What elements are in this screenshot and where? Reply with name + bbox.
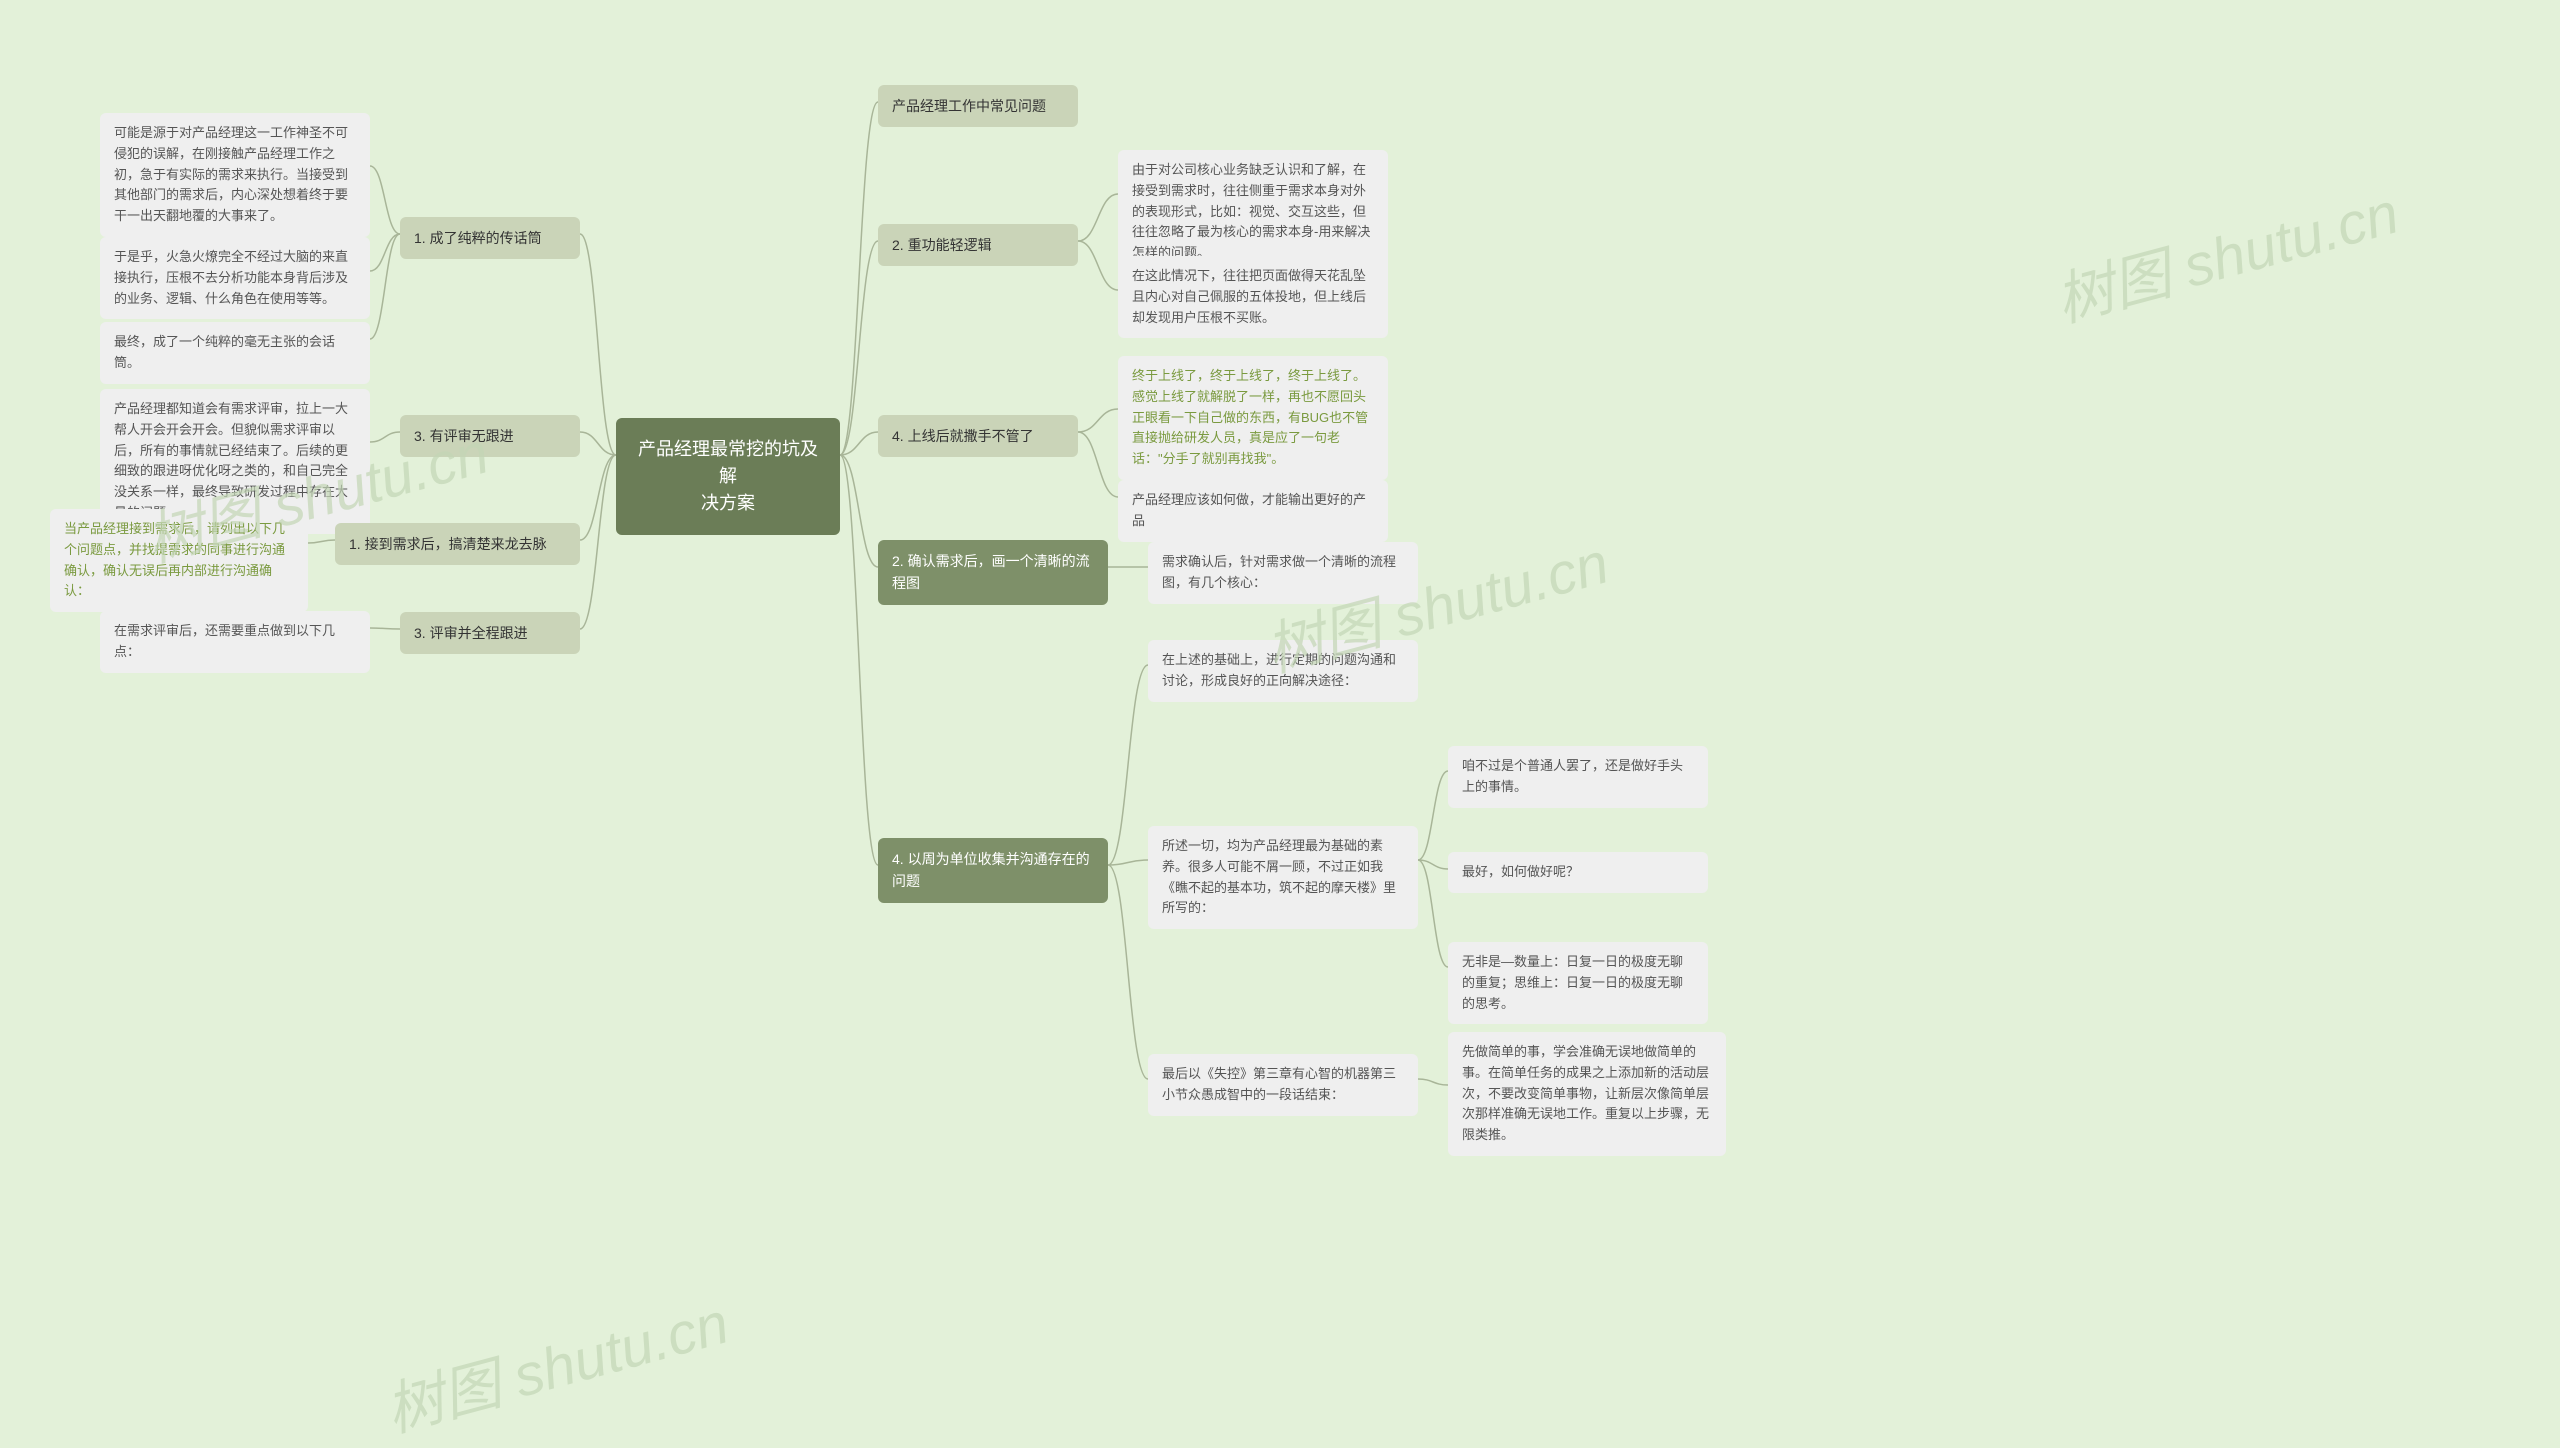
branch-lb1b[interactable]: 1. 接到需求后，搞清楚来龙去脉 [335, 523, 580, 565]
watermark: 树图 shutu.cn [375, 1276, 736, 1448]
leaf-rb4-0[interactable]: 终于上线了，终于上线了，终于上线了。感觉上线了就解脱了一样，再也不愿回头正眼看一… [1118, 356, 1388, 480]
leaf-rb4b-1-2[interactable]: 无非是—数量上：日复一日的极度无聊的重复；思维上：日复一日的极度无聊的思考。 [1448, 942, 1708, 1024]
leaf-lb1b-0[interactable]: 当产品经理接到需求后，请列出以下几个问题点，并找提需求的同事进行沟通确认，确认无… [50, 509, 308, 612]
leaf-rb4b-1[interactable]: 所述一切，均为产品经理最为基础的素养。很多人可能不屑一顾，不过正如我《瞧不起的基… [1148, 826, 1418, 929]
branch-rb2[interactable]: 2. 重功能轻逻辑 [878, 224, 1078, 266]
leaf-rb2-1[interactable]: 在这此情况下，往往把页面做得天花乱坠且内心对自己佩服的五体投地，但上线后却发现用… [1118, 256, 1388, 338]
leaf-rb2b-0[interactable]: 需求确认后，针对需求做一个清晰的流程图，有几个核心： [1148, 542, 1418, 604]
leaf-rb4b-1-0[interactable]: 咱不过是个普通人罢了，还是做好手头上的事情。 [1448, 746, 1708, 808]
branch-lb3b[interactable]: 3. 评审并全程跟进 [400, 612, 580, 654]
leaf-rb4-1[interactable]: 产品经理应该如何做，才能输出更好的产品 [1118, 480, 1388, 542]
leaf-lb1-1[interactable]: 于是乎，火急火燎完全不经过大脑的来直接执行，压根不去分析功能本身背后涉及的业务、… [100, 237, 370, 319]
branch-rb2b[interactable]: 2. 确认需求后，画一个清晰的流程图 [878, 540, 1108, 605]
branch-rb0[interactable]: 产品经理工作中常见问题 [878, 85, 1078, 127]
leaf-rb4b-1-1[interactable]: 最好，如何做好呢？ [1448, 852, 1708, 893]
branch-rb4[interactable]: 4. 上线后就撒手不管了 [878, 415, 1078, 457]
leaf-lb1-2[interactable]: 最终，成了一个纯粹的毫无主张的会话筒。 [100, 322, 370, 384]
watermark: 树图 shutu.cn [2045, 166, 2406, 338]
branch-lb1[interactable]: 1. 成了纯粹的传话筒 [400, 217, 580, 259]
branch-rb4b[interactable]: 4. 以周为单位收集并沟通存在的问题 [878, 838, 1108, 903]
root-node[interactable]: 产品经理最常挖的坑及解决方案 [616, 418, 840, 535]
branch-lb3[interactable]: 3. 有评审无跟进 [400, 415, 580, 457]
leaf-rb4b-0[interactable]: 在上述的基础上，进行定期的问题沟通和讨论，形成良好的正向解决途径： [1148, 640, 1418, 702]
leaf-rb4b-2-0[interactable]: 先做简单的事，学会准确无误地做简单的事。在简单任务的成果之上添加新的活动层次，不… [1448, 1032, 1726, 1156]
leaf-lb3b-0[interactable]: 在需求评审后，还需要重点做到以下几点： [100, 611, 370, 673]
leaf-lb1-0[interactable]: 可能是源于对产品经理这一工作神圣不可侵犯的误解，在刚接触产品经理工作之初，急于有… [100, 113, 370, 237]
leaf-rb4b-2[interactable]: 最后以《失控》第三章有心智的机器第三小节众愚成智中的一段话结束： [1148, 1054, 1418, 1116]
